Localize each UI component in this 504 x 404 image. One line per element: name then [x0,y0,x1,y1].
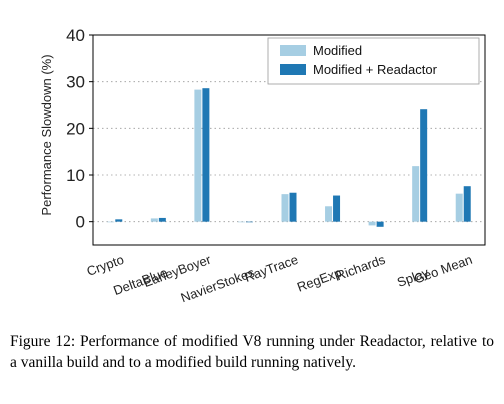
bar-modified-readactor [333,195,341,222]
bar-modified-readactor [420,109,428,222]
legend-label: Modified + Readactor [313,62,438,77]
bar-modified [281,194,289,222]
x-tick-label: Geo Mean [412,252,474,287]
legend-swatch [280,64,306,75]
bars [107,88,471,227]
bar-modified [107,221,115,223]
y-axis-ticks: 0 10 20 30 40 [66,26,93,232]
bar-chart: Performance Slowdown (%) 0 10 20 30 40 Crypt… [39,26,486,305]
legend-label: Modified [313,43,362,58]
figure-caption: Figure 12: Performance of modified V8 ru… [10,333,494,371]
x-axis-ticks: CryptoDeltaBlueEarleyBoyerNavierStokesRa… [85,251,475,305]
bar-modified-readactor [158,217,166,222]
x-tick-label: RayTrace [242,252,300,285]
bar-modified [368,221,376,226]
bar-modified-readactor [289,192,297,222]
bar-modified-readactor [376,221,384,227]
legend: Modified Modified + Readactor [267,37,480,85]
y-tick-label: 20 [66,119,85,138]
y-tick-label: 40 [66,26,85,45]
bar-modified [150,218,158,222]
y-tick-label: 0 [76,213,85,232]
bar-modified [412,166,420,222]
x-tick-label: Crypto [85,252,126,279]
y-axis-label: Performance Slowdown (%) [39,54,54,215]
legend-swatch [280,45,306,56]
bar-modified [455,193,463,222]
bar-modified [194,89,202,222]
bar-modified-readactor [202,88,210,222]
bar-modified [237,221,245,223]
x-tick-label: Richards [334,252,388,284]
bar-modified-readactor [463,186,471,222]
y-tick-label: 10 [66,166,85,185]
bar-modified-readactor [245,221,253,223]
plot-frame [92,34,486,246]
y-tick-label: 30 [66,73,85,92]
bar-modified-readactor [115,219,123,222]
bar-modified [325,206,333,222]
legend-box [267,37,480,85]
